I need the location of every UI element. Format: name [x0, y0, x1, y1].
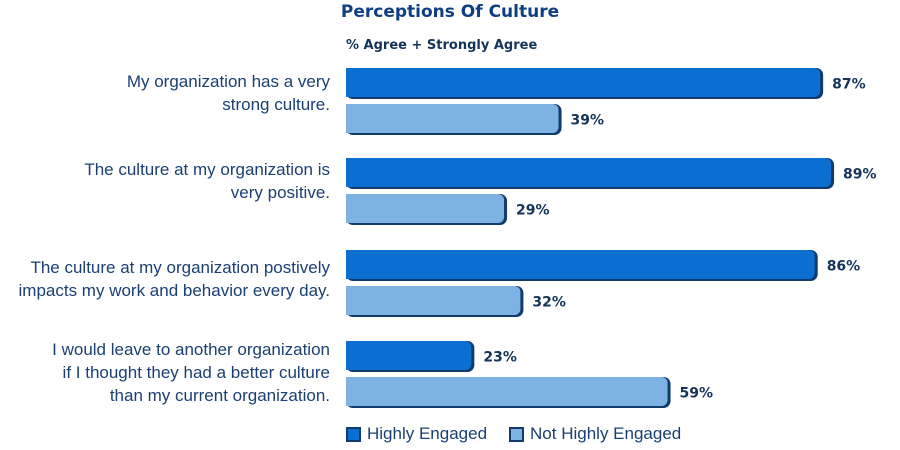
chart-subtitle: % Agree + Strongly Agree — [346, 38, 538, 53]
bar-base-not-highly-engaged-4 — [346, 377, 356, 406]
category-label-line: The culture at my organization postively — [30, 258, 330, 277]
bar-base-not-highly-engaged-3 — [346, 286, 356, 315]
bar-not-highly-engaged-2 — [346, 194, 505, 223]
data-label-not-highly-engaged-4: 59% — [680, 386, 714, 402]
category-label-4: I would leave to another organization if … — [10, 338, 330, 407]
category-label-line: I would leave to another organization — [52, 340, 330, 359]
category-label-line: if I thought they had a better culture — [62, 363, 330, 382]
data-label-not-highly-engaged-1: 39% — [571, 113, 605, 129]
bar-base-not-highly-engaged-1 — [346, 104, 356, 133]
category-label-line: than my current organization. — [109, 386, 330, 405]
category-label-line: The culture at my organization is — [84, 160, 330, 179]
legend-label-not-highly-engaged: Not Highly Engaged — [530, 424, 682, 443]
bar-base-not-highly-engaged-2 — [346, 194, 356, 223]
legend-swatch-highly-engaged — [346, 426, 361, 442]
category-label-line: My organization has a very — [126, 72, 330, 91]
category-label-line: strong culture. — [222, 95, 330, 114]
legend: Highly Engaged Not Highly Engaged — [346, 424, 703, 444]
category-label-2: The culture at my organization is very po… — [10, 158, 330, 204]
data-label-highly-engaged-3: 86% — [827, 259, 861, 275]
category-label-line: impacts my work and behavior every day. — [18, 281, 330, 300]
bar-not-highly-engaged-3 — [346, 286, 521, 315]
bar-base-highly-engaged-3 — [346, 250, 356, 279]
bar-highly-engaged-3 — [346, 250, 815, 279]
chart-title: Perceptions Of Culture — [340, 2, 560, 22]
legend-swatch-not-highly-engaged — [509, 426, 525, 442]
bar-highly-engaged-1 — [346, 68, 821, 97]
data-label-highly-engaged-4: 23% — [483, 350, 517, 366]
bar-base-highly-engaged-2 — [346, 158, 356, 187]
legend-label-highly-engaged: Highly Engaged — [367, 424, 488, 443]
data-label-highly-engaged-2: 89% — [843, 167, 877, 183]
category-label-1: My organization has a very strong culture… — [10, 70, 330, 116]
bar-not-highly-engaged-4 — [346, 377, 668, 406]
legend-item-not-highly-engaged: Not Highly Engaged — [509, 424, 681, 444]
category-label-line: very positive. — [230, 183, 330, 202]
bar-highly-engaged-2 — [346, 158, 832, 187]
bar-highly-engaged-4 — [346, 341, 472, 370]
bar-not-highly-engaged-1 — [346, 104, 559, 133]
data-label-highly-engaged-1: 87% — [832, 77, 866, 93]
bar-base-highly-engaged-4 — [346, 341, 356, 370]
data-label-not-highly-engaged-3: 32% — [532, 295, 566, 311]
legend-item-highly-engaged: Highly Engaged — [346, 424, 487, 444]
category-label-3: The culture at my organization postively… — [10, 256, 330, 302]
data-label-not-highly-engaged-2: 29% — [516, 203, 550, 219]
bar-base-highly-engaged-1 — [346, 68, 356, 97]
